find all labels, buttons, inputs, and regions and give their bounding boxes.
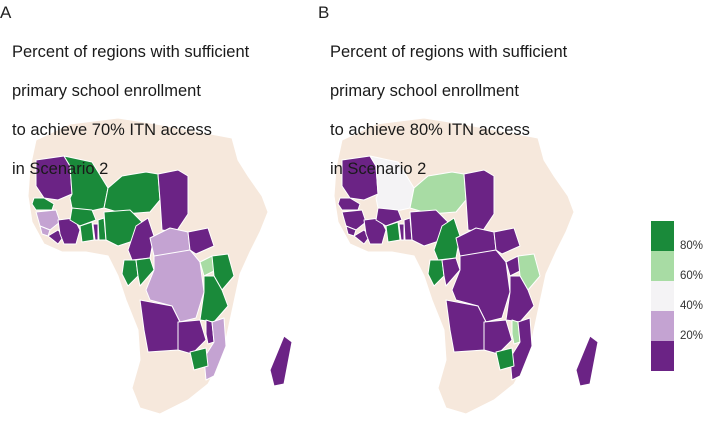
- region-zambia: [177, 319, 207, 355]
- region-tanzania: [505, 275, 535, 323]
- panel-b: B Percent of regions with sufficient pri…: [306, 0, 660, 429]
- region-ghana: [385, 221, 401, 243]
- region-chad: [157, 169, 189, 233]
- panel-title-a: Percent of regions with sufficient prima…: [12, 23, 249, 199]
- africa-map-a: [27, 117, 293, 415]
- region-zimbabwe: [495, 347, 515, 371]
- africa-map-b: [333, 117, 599, 415]
- legend-item: 80%: [651, 221, 708, 252]
- legend-item: 40%: [651, 281, 708, 312]
- region-gabon: [427, 259, 445, 287]
- title-line: in Scenario 2: [12, 159, 109, 178]
- title-line: to achieve 80% ITN access: [330, 120, 530, 139]
- region-madagascar: [269, 335, 293, 387]
- panel-a: A Percent of regions with sufficient pri…: [0, 3, 293, 415]
- region-kenya: [517, 253, 541, 291]
- region-congo: [135, 257, 155, 287]
- region-guinea: [341, 209, 367, 231]
- region-togo: [92, 223, 99, 241]
- panel-letter-a: A: [0, 3, 12, 22]
- region-chad: [463, 169, 495, 233]
- title-line: primary school enrollment: [330, 81, 519, 100]
- legend-swatch: [651, 251, 674, 281]
- title-line: to achieve 70% ITN access: [12, 120, 212, 139]
- panel-letter-b: B: [318, 3, 330, 22]
- legend-label: 60%: [680, 270, 704, 282]
- region-tanzania: [199, 275, 229, 323]
- region-madagascar: [575, 335, 599, 387]
- region-ghana: [79, 221, 95, 243]
- legend-item: 60%: [651, 251, 708, 282]
- legend-swatch: [651, 281, 674, 311]
- region-zambia: [483, 319, 513, 355]
- legend-label: 20%: [680, 330, 704, 342]
- region-south-sudan: [187, 227, 215, 255]
- region-togo: [398, 223, 405, 241]
- region-south-sudan: [493, 227, 521, 255]
- region-gabon: [121, 259, 139, 287]
- legend-item: [651, 341, 708, 371]
- legend-label: 40%: [680, 300, 704, 312]
- title-line: Percent of regions with sufficient: [12, 42, 250, 61]
- legend-swatch: [651, 311, 674, 341]
- title-line: primary school enrollment: [12, 81, 201, 100]
- region-mozambique: [203, 317, 227, 381]
- legend-swatch: [651, 341, 674, 371]
- title-line: Percent of regions with sufficient: [330, 42, 568, 61]
- panel-title-b: Percent of regions with sufficient prima…: [330, 23, 567, 199]
- region-zimbabwe: [189, 347, 209, 371]
- region-mozambique: [509, 317, 533, 381]
- region-kenya: [211, 253, 235, 291]
- region-congo: [441, 257, 461, 287]
- legend-item: 20%: [651, 311, 708, 342]
- legend-label: 80%: [680, 240, 704, 252]
- region-guinea: [35, 209, 61, 231]
- title-line: in Scenario 2: [330, 159, 427, 178]
- legend-swatch: [651, 221, 674, 251]
